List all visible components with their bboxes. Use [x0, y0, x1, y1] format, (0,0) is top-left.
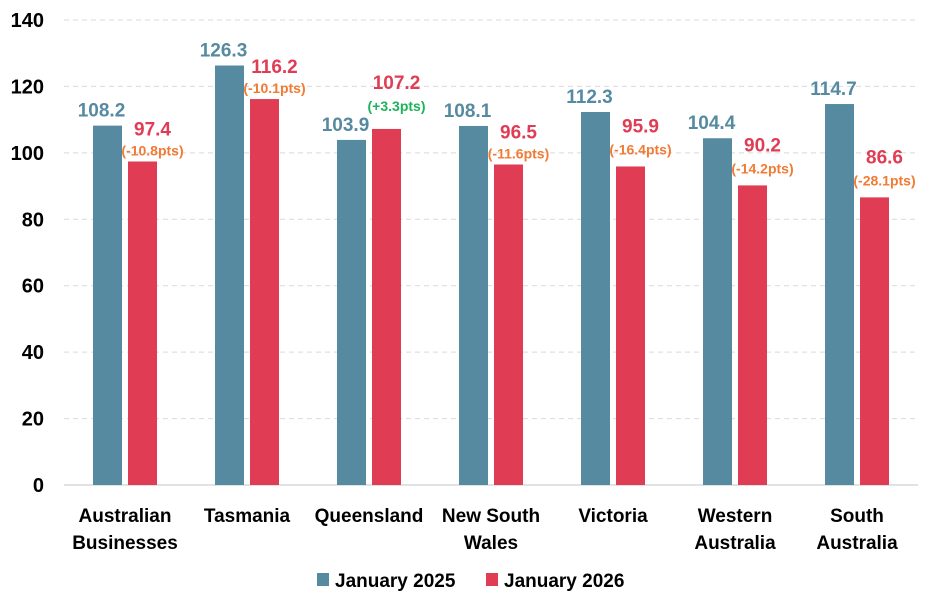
bar-january-2025 — [825, 104, 854, 486]
legend: January 2025 January 2026 — [317, 571, 624, 592]
bar-january-2025 — [215, 65, 244, 485]
y-tick-label: 100 — [11, 143, 44, 165]
y-tick-label: 80 — [22, 209, 44, 231]
data-label-january-2026: 95.9 — [622, 116, 659, 137]
x-category-label: Tasmania — [204, 506, 291, 527]
data-label-january-2025: 108.1 — [444, 101, 492, 122]
change-annotation: (-10.8pts) — [121, 142, 183, 158]
legend-label: January 2025 — [335, 571, 456, 592]
data-label-january-2025: 112.3 — [566, 87, 613, 108]
y-tick-label: 120 — [11, 76, 44, 98]
y-tick-label: 40 — [22, 342, 44, 364]
change-annotation: (+3.3pts) — [368, 98, 426, 114]
x-category-label: Victoria — [578, 506, 648, 527]
change-annotation: (-28.1pts) — [853, 172, 915, 188]
bar-january-2026 — [860, 197, 889, 485]
data-label-january-2026: 90.2 — [744, 135, 781, 156]
bar-january-2026 — [494, 164, 523, 485]
bar-january-2026 — [128, 161, 157, 485]
change-annotation: (-16.4pts) — [609, 141, 671, 157]
change-annotation: (-14.2pts) — [731, 160, 793, 176]
y-tick-label: 140 — [11, 10, 44, 32]
y-tick-label: 60 — [22, 276, 44, 298]
bar-january-2026 — [250, 99, 279, 486]
x-category-label: New South Wales — [442, 506, 540, 554]
bar-january-2025 — [337, 139, 366, 485]
data-label-january-2026: 107.2 — [373, 73, 421, 94]
data-label-january-2026: 116.2 — [251, 57, 298, 78]
x-axis-labels: Australian Businesses Tasmania Queensland Ne… — [72, 506, 898, 554]
y-tick-label: 0 — [33, 475, 44, 497]
legend-swatch-january-2026 — [486, 573, 498, 586]
legend-swatch-january-2025 — [317, 573, 329, 586]
data-label-january-2025: 126.3 — [200, 41, 248, 62]
x-category-label: Queensland — [315, 506, 424, 527]
gridlines — [64, 19, 918, 486]
data-label-january-2025: 114.7 — [810, 79, 857, 100]
data-label-january-2025: 103.9 — [322, 115, 370, 136]
change-annotation: (-10.1pts) — [243, 80, 305, 96]
data-label-january-2026: 96.5 — [500, 122, 537, 143]
data-label-january-2025: 104.4 — [688, 113, 736, 134]
y-tick-label: 20 — [22, 409, 44, 431]
bar-january-2025 — [703, 138, 732, 485]
data-label-january-2025: 108.2 — [78, 101, 126, 122]
data-label-january-2026: 97.4 — [134, 119, 171, 140]
change-annotation: (-11.6pts) — [488, 145, 549, 161]
bar-january-2025 — [581, 112, 610, 485]
x-category-label: Western Australia — [694, 506, 776, 554]
x-category-label: South Australia — [816, 506, 898, 554]
bar-january-2026 — [372, 128, 401, 485]
bar-january-2025 — [459, 125, 488, 485]
data-label-january-2026: 86.6 — [866, 147, 903, 168]
bar-january-2026 — [738, 185, 767, 485]
y-axis-ticks: 0 20 40 60 80 100 120 140 — [11, 10, 44, 497]
bar-january-2026 — [616, 166, 645, 485]
x-category-label: Australian Businesses — [72, 506, 178, 554]
bar-january-2025 — [93, 125, 122, 485]
legend-label: January 2026 — [504, 571, 624, 592]
bars — [93, 65, 889, 486]
